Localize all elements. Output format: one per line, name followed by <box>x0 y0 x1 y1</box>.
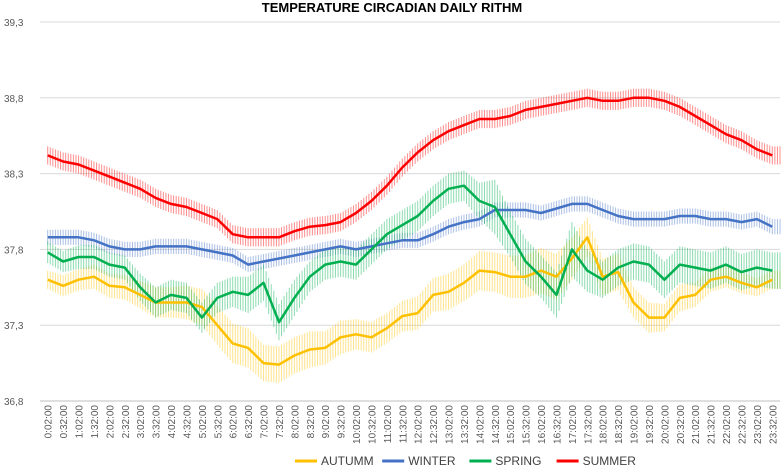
x-tick-label: 8:32:00 <box>306 405 317 439</box>
x-tick-label: 17:02:00 <box>568 405 579 444</box>
series-line-summer <box>47 96 773 239</box>
x-tick-label: 7:02:00 <box>260 405 271 439</box>
x-tick-label: 16:02:00 <box>537 405 548 444</box>
x-tick-label: 11:02:00 <box>383 405 394 444</box>
legend-label-summer: SUMMER <box>583 454 637 468</box>
x-tick-label: 2:32:00 <box>121 405 132 439</box>
x-axis-ticks: 0:02:00 0:32:00 1:02:00 1:32:00 2:02:00 2:32:… <box>44 405 780 444</box>
y-axis-ticks: 36,8 37,3 37,8 38,3 38,8 39,3 <box>4 18 24 408</box>
y-tick-label: 36,8 <box>4 397 24 408</box>
legend-label-winter: WINTER <box>408 454 456 468</box>
x-tick-label: 12:02:00 <box>414 405 425 444</box>
x-tick-label: 0:02:00 <box>44 405 55 439</box>
x-tick-label: 9:32:00 <box>337 405 348 439</box>
x-tick-label: 23:32:00 <box>768 405 779 444</box>
x-tick-label: 19:32:00 <box>645 405 656 444</box>
x-tick-label: 13:02:00 <box>445 405 456 444</box>
x-tick-label: 18:32:00 <box>614 405 625 444</box>
x-tick-label: 23:02:00 <box>753 405 764 444</box>
legend-label-autumm: AUTUMM <box>321 454 374 468</box>
x-tick-label: 11:32:00 <box>398 405 409 444</box>
y-tick-label: 37,8 <box>4 245 24 256</box>
x-tick-label: 1:02:00 <box>75 405 86 439</box>
x-tick-label: 8:02:00 <box>290 405 301 439</box>
x-tick-label: 9:02:00 <box>321 405 332 439</box>
x-tick-label: 3:32:00 <box>152 405 163 439</box>
x-tick-label: 1:32:00 <box>90 405 101 439</box>
x-tick-label: 14:32:00 <box>491 405 502 444</box>
x-tick-label: 14:02:00 <box>475 405 486 444</box>
chart-title: TEMPERATURE CIRCADIAN DAILY RITHM <box>262 0 523 15</box>
x-tick-label: 15:02:00 <box>506 405 517 444</box>
x-tick-label: 21:32:00 <box>707 405 718 444</box>
x-tick-label: 20:02:00 <box>660 405 671 444</box>
legend-label-spring: SPRING <box>495 454 541 468</box>
x-tick-label: 6:02:00 <box>229 405 240 439</box>
x-tick-label: 5:32:00 <box>213 405 224 439</box>
series-line-winter <box>47 202 773 266</box>
x-tick-label: 5:02:00 <box>198 405 209 439</box>
x-tick-label: 21:02:00 <box>691 405 702 444</box>
x-tick-label: 19:02:00 <box>630 405 641 444</box>
x-tick-label: 0:32:00 <box>59 405 70 439</box>
x-tick-label: 18:02:00 <box>599 405 610 444</box>
x-tick-label: 7:32:00 <box>275 405 286 439</box>
x-tick-label: 4:02:00 <box>167 405 178 439</box>
error-bars-winter <box>47 196 781 273</box>
x-tick-label: 16:32:00 <box>552 405 563 444</box>
x-tick-label: 22:02:00 <box>722 405 733 444</box>
x-tick-label: 2:02:00 <box>105 405 116 439</box>
y-tick-label: 38,3 <box>4 170 24 181</box>
x-tick-label: 4:32:00 <box>182 405 193 439</box>
y-tick-label: 38,8 <box>4 94 24 105</box>
x-tick-label: 6:32:00 <box>244 405 255 439</box>
x-tick-label: 15:32:00 <box>522 405 533 444</box>
error-bars <box>47 88 781 383</box>
x-tick-label: 3:02:00 <box>136 405 147 439</box>
x-tick-label: 20:32:00 <box>676 405 687 444</box>
y-tick-label: 37,3 <box>4 321 24 332</box>
x-tick-label: 10:02:00 <box>352 405 363 444</box>
x-tick-label: 17:32:00 <box>583 405 594 444</box>
x-tick-label: 13:32:00 <box>460 405 471 444</box>
series-lines <box>47 96 773 366</box>
series-line-spring <box>47 184 773 324</box>
x-tick-label: 10:32:00 <box>367 405 378 444</box>
legend: AUTUMM WINTER SPRING SUMMER <box>295 454 636 468</box>
series-line-autumm <box>47 236 773 366</box>
error-bars-summer <box>47 88 781 247</box>
x-tick-label: 22:32:00 <box>737 405 748 444</box>
x-tick-label: 12:32:00 <box>429 405 440 444</box>
y-tick-label: 39,3 <box>4 18 24 29</box>
